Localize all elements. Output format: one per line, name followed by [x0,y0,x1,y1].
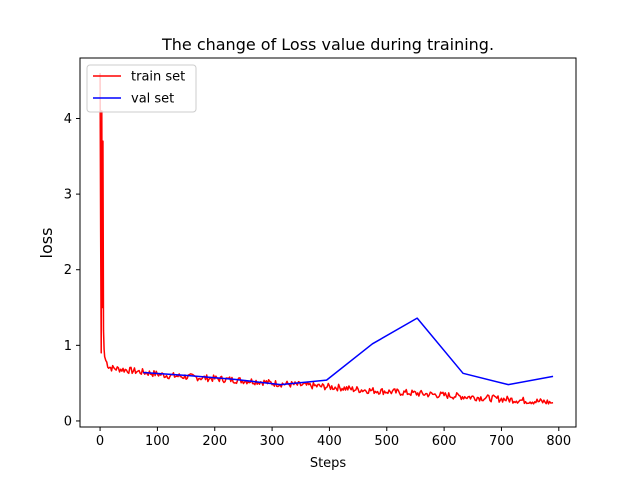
x-tick-label: 100 [145,434,170,449]
legend-label: train set [131,70,185,85]
series-line-train-set [99,73,554,405]
x-tick-label: 500 [374,434,399,449]
x-tick-label: 200 [202,434,227,449]
x-tick-label: 0 [96,434,104,449]
x-tick-label: 300 [260,434,285,449]
legend-label: val set [131,92,174,107]
x-tick-label: 600 [432,434,457,449]
x-tick-label: 800 [546,434,571,449]
x-axis-label: Steps [310,456,347,471]
y-tick-label: 2 [64,263,72,278]
plot-frame [79,57,577,428]
y-tick-label: 4 [64,112,72,127]
y-tick-label: 0 [64,414,72,429]
chart-title: The change of Loss value during training… [161,35,494,54]
legend: train set val set [86,64,197,113]
series-line-val-set [143,317,554,386]
x-axis-ticks: 0 100 200 300 400 500 600 700 800 [96,427,571,449]
y-tick-label: 1 [64,339,72,354]
y-axis-ticks: 0 1 2 3 4 [64,112,80,429]
y-tick-label: 3 [64,188,72,203]
x-tick-label: 400 [317,434,342,449]
y-axis-label: loss [37,228,56,259]
plot-series [99,73,554,405]
x-tick-label: 700 [489,434,514,449]
